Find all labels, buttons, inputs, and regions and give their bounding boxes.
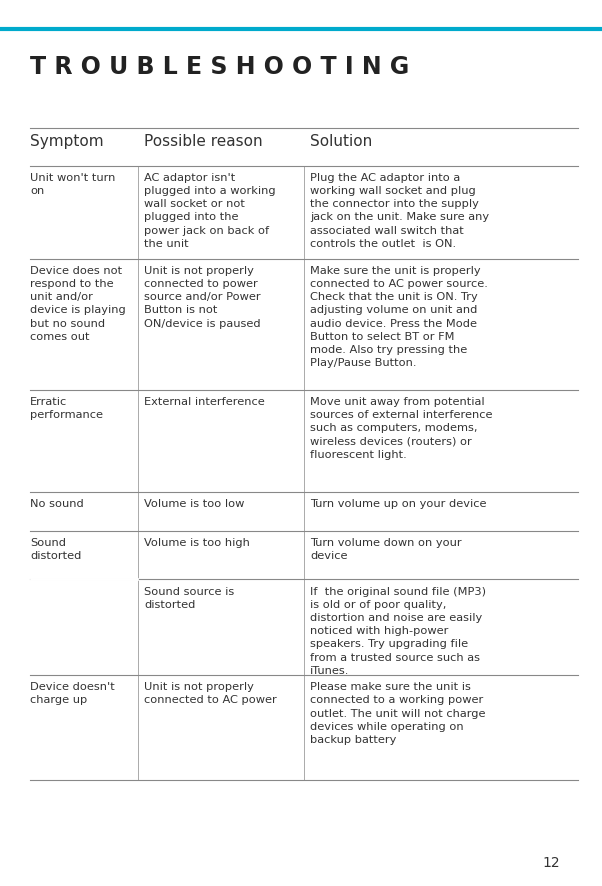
Text: Unit is not properly
connected to power
source and/or Power
Button is not
ON/dev: Unit is not properly connected to power … [144,266,261,329]
Text: Device doesn't
charge up: Device doesn't charge up [30,682,115,705]
Text: Unit is not properly
connected to AC power: Unit is not properly connected to AC pow… [144,682,278,705]
Text: AC adaptor isn't
plugged into a working
wall socket or not
plugged into the
powe: AC adaptor isn't plugged into a working … [144,173,276,249]
Text: Device does not
respond to the
unit and/or
device is playing
but no sound
comes : Device does not respond to the unit and/… [30,266,126,342]
Text: Plug the AC adaptor into a
working wall socket and plug
the connector into the s: Plug the AC adaptor into a working wall … [310,173,489,249]
Text: Unit won't turn
on: Unit won't turn on [30,173,116,196]
Text: Turn volume up on your device: Turn volume up on your device [310,499,486,509]
Text: Possible reason: Possible reason [144,134,263,149]
Text: T R O U B L E S H O O T I N G: T R O U B L E S H O O T I N G [30,55,409,79]
Text: Erratic
performance: Erratic performance [30,397,103,420]
Text: Please make sure the unit is
connected to a working power
outlet. The unit will : Please make sure the unit is connected t… [310,682,486,745]
Text: Sound
distorted: Sound distorted [30,538,81,561]
Text: Volume is too low: Volume is too low [144,499,245,509]
Text: Turn volume down on your
device: Turn volume down on your device [310,538,462,561]
Text: If  the original sound file (MP3)
is old or of poor quality,
distortion and nois: If the original sound file (MP3) is old … [310,587,486,676]
Text: Sound source is
distorted: Sound source is distorted [144,587,235,610]
Text: Move unit away from potential
sources of external interference
such as computers: Move unit away from potential sources of… [310,397,492,460]
Text: No sound: No sound [30,499,84,509]
Text: 12: 12 [542,856,560,870]
Text: Make sure the unit is properly
connected to AC power source.
Check that the unit: Make sure the unit is properly connected… [310,266,488,369]
Text: External interference: External interference [144,397,265,407]
Text: Solution: Solution [310,134,372,149]
Text: Symptom: Symptom [30,134,104,149]
Text: Volume is too high: Volume is too high [144,538,250,548]
